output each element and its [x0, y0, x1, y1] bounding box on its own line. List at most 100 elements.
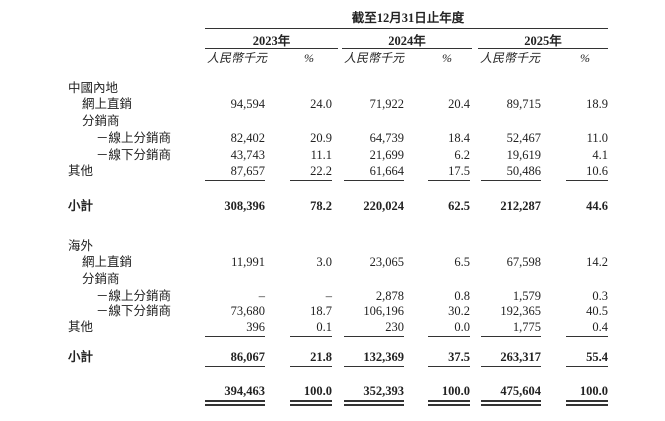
- rule: [290, 366, 332, 367]
- row-label: 小計: [68, 350, 94, 364]
- rule: [428, 400, 470, 402]
- cell: 89,715: [506, 97, 541, 111]
- rule: [344, 366, 404, 367]
- cell: –: [258, 289, 265, 303]
- unit-label: 人民幣千元: [207, 51, 268, 65]
- cell: 64,739: [369, 131, 404, 145]
- cell: 82,402: [230, 131, 265, 145]
- cell: 2,878: [375, 289, 404, 303]
- cell: 6.5: [454, 255, 470, 269]
- rule: [566, 336, 608, 337]
- rule: [566, 404, 608, 406]
- rule: [428, 404, 470, 406]
- cell: 67,598: [506, 255, 541, 269]
- cell: 18.7: [310, 304, 332, 318]
- cell: 19,619: [506, 148, 541, 162]
- cell: 100.0: [441, 384, 470, 398]
- cell: 78.2: [310, 199, 332, 213]
- cell: 6.2: [454, 148, 470, 162]
- row-label: 其他: [68, 164, 94, 178]
- cell: 106,196: [363, 304, 404, 318]
- row-label: 其他: [68, 320, 94, 334]
- rule: [428, 366, 470, 367]
- cell: 37.5: [448, 350, 470, 364]
- cell: 396: [246, 320, 265, 334]
- row-label: －線下分銷商: [96, 304, 172, 318]
- cell: 0.0: [454, 320, 470, 334]
- cell: 1,579: [512, 289, 541, 303]
- rule: [290, 404, 332, 406]
- cell: 55.4: [586, 350, 608, 364]
- row-label: －線上分銷商: [96, 289, 172, 303]
- cell: 21.8: [310, 350, 332, 364]
- cell: 14.2: [586, 255, 608, 269]
- cell: 73,680: [230, 304, 265, 318]
- row-label: 分銷商: [82, 114, 120, 128]
- rule: [481, 400, 541, 402]
- cell: 52,467: [506, 131, 541, 145]
- year-header: 2024年: [388, 34, 426, 48]
- cell: 308,396: [224, 199, 265, 213]
- rule: [481, 366, 541, 367]
- rule: [205, 336, 265, 337]
- cell: 71,922: [369, 97, 404, 111]
- cell: 0.8: [454, 289, 470, 303]
- rule: [290, 400, 332, 402]
- cell: 94,594: [230, 97, 265, 111]
- rule: [205, 366, 265, 367]
- cell: 20.4: [448, 97, 470, 111]
- rule: [344, 336, 404, 337]
- unit-label: 人民幣千元: [480, 51, 541, 65]
- cell: 44.6: [586, 199, 608, 213]
- unit-label: %: [442, 51, 452, 65]
- row-label: 分銷商: [82, 272, 120, 286]
- rule: [290, 180, 332, 181]
- rule: [428, 180, 470, 181]
- cell: 1,775: [512, 320, 541, 334]
- rule: [478, 48, 608, 49]
- row-label: 海外: [68, 239, 94, 253]
- rule: [290, 336, 332, 337]
- rule: [481, 404, 541, 406]
- unit-label: 人民幣千元: [344, 51, 405, 65]
- year-header: 2023年: [252, 34, 291, 48]
- cell: 220,024: [363, 199, 404, 213]
- rule: [205, 48, 338, 49]
- cell: 11,991: [231, 255, 265, 269]
- cell: 212,287: [500, 199, 541, 213]
- cell: 22.2: [310, 164, 332, 178]
- rule: [344, 400, 404, 402]
- cell: 11.0: [586, 131, 608, 145]
- rule: [566, 400, 608, 402]
- cell: 352,393: [363, 384, 404, 398]
- cell: –: [325, 289, 332, 303]
- rule: [205, 180, 265, 181]
- cell: 50,486: [506, 164, 541, 178]
- cell: 30.2: [448, 304, 470, 318]
- cell: 100.0: [303, 384, 332, 398]
- unit-label: %: [580, 51, 590, 65]
- cell: 23,065: [369, 255, 404, 269]
- cell: 21,699: [369, 148, 404, 162]
- rule: [566, 366, 608, 367]
- row-label: －線上分銷商: [96, 131, 172, 145]
- rule: [205, 400, 265, 402]
- row-label: 小計: [68, 199, 94, 213]
- cell: 86,067: [230, 350, 265, 364]
- period-header: 截至12月31日止年度: [351, 11, 465, 25]
- cell: 40.5: [586, 304, 608, 318]
- cell: 0.3: [592, 289, 608, 303]
- cell: 475,604: [500, 384, 541, 398]
- rule: [566, 180, 608, 181]
- rule: [344, 180, 404, 181]
- cell: 0.4: [592, 320, 608, 334]
- year-header: 2025年: [524, 34, 562, 48]
- cell: 61,664: [369, 164, 404, 178]
- cell: 394,463: [224, 384, 265, 398]
- cell: 18.9: [586, 97, 608, 111]
- cell: 17.5: [448, 164, 470, 178]
- rule: [481, 336, 541, 337]
- cell: 24.0: [310, 97, 332, 111]
- unit-label: %: [304, 51, 314, 65]
